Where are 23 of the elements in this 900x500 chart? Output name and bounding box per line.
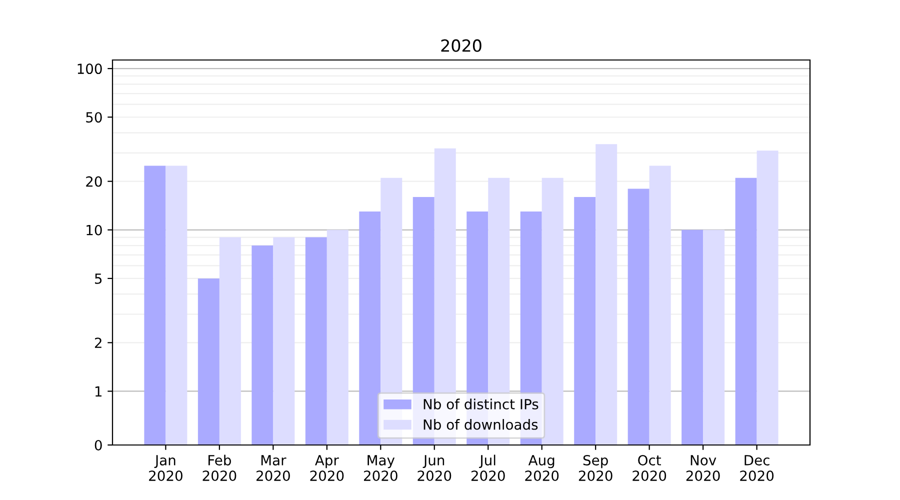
y-tick-label: 100 [78,64,102,74]
x-tick-label: Jul 2020 [471,454,505,482]
y-tick-label: 20 [86,176,102,187]
y-tick-label: 5 [95,274,102,284]
y-tick-label: 10 [86,224,102,236]
x-tick-label: May 2020 [364,455,398,482]
x-tick-label: Nov 2020 [686,455,720,482]
x-tick-label: Oct 2020 [632,454,666,482]
chart-title: 2020 [441,39,482,52]
x-tick-label: Mar 2020 [256,455,290,482]
y-tick-label: 1 [95,386,102,396]
y-tick-label: 2 [94,338,102,348]
x-tick-label: Feb 2020 [202,454,236,482]
x-tick-label: Apr 2020 [310,455,344,482]
legend-label: Nb of downloads [424,419,538,430]
legend-label: Nb of distinct IPs [424,398,538,410]
x-tick-label: Jan 2020 [149,455,182,482]
x-tick-label: Aug 2020 [525,455,559,482]
y-tick-label: 0 [94,440,102,450]
y-tick-label: 50 [86,112,102,123]
x-tick-label: Sep 2020 [578,454,612,482]
x-tick-label: Dec 2020 [740,455,774,482]
x-tick-label: Jun 2020 [418,455,452,482]
